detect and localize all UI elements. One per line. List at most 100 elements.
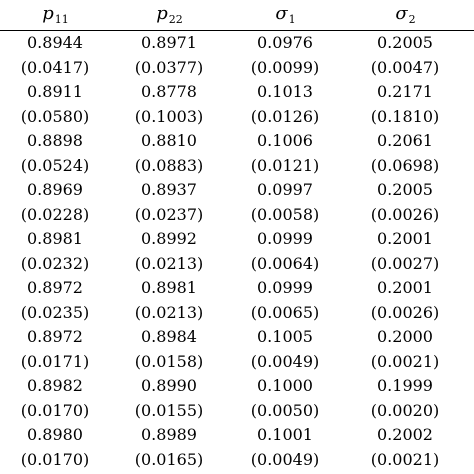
table-row: (0.0170) (0.0155) (0.0050) (0.0020) — [0, 399, 474, 423]
table-row: 0.8944 0.8971 0.0976 0.2005 — [0, 31, 474, 55]
table-row: (0.0417) (0.0377) (0.0099) (0.0047) — [0, 56, 474, 80]
table-row: (0.0228) (0.0237) (0.0058) (0.0026) — [0, 203, 474, 227]
header-p22: p22 — [114, 0, 224, 30]
header-symbol: p — [156, 3, 168, 24]
table-cell: (0.0047) — [370, 57, 440, 77]
table-cell: 0.0997 — [257, 180, 313, 199]
table-cell: 0.8972 — [27, 327, 83, 346]
table-cell: 0.8981 — [27, 229, 83, 248]
table-cell: 0.8937 — [141, 180, 197, 199]
table-cell: 0.0976 — [257, 33, 313, 52]
table-cell: (0.0050) — [250, 400, 320, 420]
table-cell: 0.2001 — [377, 278, 433, 297]
table-cell: (0.0170) — [20, 449, 90, 469]
table-cell: (0.0026) — [370, 302, 440, 322]
table-cell: 0.8982 — [27, 376, 83, 395]
header-rule — [0, 30, 474, 31]
table-row: 0.8980 0.8989 0.1001 0.2002 — [0, 423, 474, 447]
table-cell: 0.1013 — [257, 82, 313, 101]
table-cell: (0.0235) — [20, 302, 90, 322]
header-symbol: p — [42, 3, 54, 24]
table-cell: (0.0049) — [250, 351, 320, 371]
table-cell: 0.8984 — [141, 327, 197, 346]
table-cell: (0.0126) — [250, 106, 320, 126]
table-cell: (0.0021) — [370, 449, 440, 469]
table-cell: 0.2005 — [377, 33, 433, 52]
table-cell: (0.0155) — [134, 400, 204, 420]
table-cell: (0.0026) — [370, 204, 440, 224]
header-symbol: σ — [275, 3, 288, 24]
table-row: 0.8972 0.8984 0.1005 0.2000 — [0, 325, 474, 349]
header-p11: p11 — [0, 0, 110, 30]
table-cell: 0.8971 — [141, 33, 197, 52]
table-cell: 0.0999 — [257, 229, 313, 248]
header-subscript: 22 — [168, 13, 183, 26]
table-row: 0.8972 0.8981 0.0999 0.2001 — [0, 276, 474, 300]
table-cell: (0.0065) — [250, 302, 320, 322]
table-cell: (0.0121) — [250, 155, 320, 175]
table-cell: 0.8980 — [27, 425, 83, 444]
table-cell: 0.8810 — [141, 131, 197, 150]
table-cell: 0.2061 — [377, 131, 433, 150]
table-cell: (0.0058) — [250, 204, 320, 224]
table-cell: (0.1810) — [370, 106, 440, 126]
table-cell: 0.1999 — [377, 376, 433, 395]
table-body: 0.8944 0.8971 0.0976 0.2005 (0.0417) (0.… — [0, 31, 474, 474]
table-cell: (0.1003) — [134, 106, 204, 126]
table-cell: (0.0213) — [134, 253, 204, 273]
table-row: 0.8981 0.8992 0.0999 0.2001 — [0, 227, 474, 251]
table-cell: 0.1000 — [257, 376, 313, 395]
table-cell: (0.0021) — [370, 351, 440, 371]
table-cell: 0.2005 — [377, 180, 433, 199]
table-cell: 0.2002 — [377, 425, 433, 444]
table-cell: (0.0171) — [20, 351, 90, 371]
table-row: (0.0171) (0.0158) (0.0049) (0.0021) — [0, 350, 474, 374]
table-cell: (0.0064) — [250, 253, 320, 273]
table-cell: (0.0232) — [20, 253, 90, 273]
table-cell: (0.0027) — [370, 253, 440, 273]
table-cell: 0.8969 — [27, 180, 83, 199]
table-row: (0.0524) (0.0883) (0.0121) (0.0698) — [0, 154, 474, 178]
header-subscript: 11 — [54, 13, 69, 26]
table-row: 0.8969 0.8937 0.0997 0.2005 — [0, 178, 474, 202]
table-cell: (0.0158) — [134, 351, 204, 371]
table-row: (0.0232) (0.0213) (0.0064) (0.0027) — [0, 252, 474, 276]
table-cell: 0.2000 — [377, 327, 433, 346]
table-row: 0.8911 0.8778 0.1013 0.2171 — [0, 80, 474, 104]
header-symbol: σ — [395, 3, 408, 24]
table-row: 0.8982 0.8990 0.1000 0.1999 — [0, 374, 474, 398]
table-cell: 0.8992 — [141, 229, 197, 248]
header-sigma2: σ2 — [350, 0, 460, 30]
table-cell: 0.8981 — [141, 278, 197, 297]
table-cell: (0.0524) — [20, 155, 90, 175]
table-cell: 0.1006 — [257, 131, 313, 150]
table-cell: 0.8911 — [27, 82, 83, 101]
table-cell: (0.0580) — [20, 106, 90, 126]
table-cell: (0.0377) — [134, 57, 204, 77]
table-cell: (0.0228) — [20, 204, 90, 224]
table-cell: (0.0170) — [20, 400, 90, 420]
table-cell: (0.0049) — [250, 449, 320, 469]
table-header: p11 p22 σ1 σ2 — [0, 0, 474, 30]
table-cell: (0.0213) — [134, 302, 204, 322]
table-cell: 0.8989 — [141, 425, 197, 444]
table-cell: 0.8990 — [141, 376, 197, 395]
table-row: 0.8898 0.8810 0.1006 0.2061 — [0, 129, 474, 153]
table-cell: 0.8972 — [27, 278, 83, 297]
table-cell: 0.8778 — [141, 82, 197, 101]
table-cell: (0.0237) — [134, 204, 204, 224]
header-sigma1: σ1 — [230, 0, 340, 30]
table-cell: (0.0099) — [250, 57, 320, 77]
table-cell: (0.0698) — [370, 155, 440, 175]
header-subscript: 2 — [408, 13, 416, 26]
header-subscript: 1 — [288, 13, 296, 26]
table-cell: 0.2001 — [377, 229, 433, 248]
table-cell: (0.0020) — [370, 400, 440, 420]
table-cell: 0.2171 — [377, 82, 433, 101]
table-row: (0.0170) (0.0165) (0.0049) (0.0021) — [0, 448, 474, 472]
table-cell: (0.0417) — [20, 57, 90, 77]
table-cell: 0.1005 — [257, 327, 313, 346]
table-row: (0.0235) (0.0213) (0.0065) (0.0026) — [0, 301, 474, 325]
table-cell: (0.0883) — [134, 155, 204, 175]
